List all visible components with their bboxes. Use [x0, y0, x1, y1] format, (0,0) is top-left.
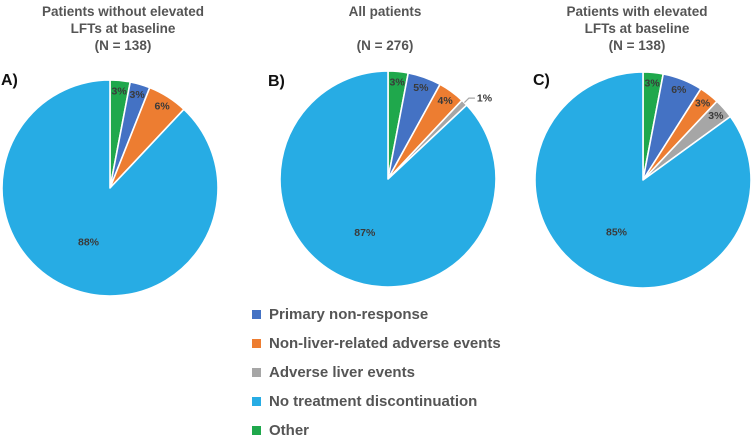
pie-slice-no-treatment-discontinuation — [1, 79, 219, 297]
legend-label: Adverse liver events — [269, 363, 415, 381]
legend-item: Primary non-response — [252, 305, 501, 323]
slice-value-label: 85% — [606, 227, 628, 239]
legend-swatch-other — [252, 426, 261, 435]
legend-swatch-primary-non-response — [252, 310, 261, 319]
pie-chart: 3%6%3%3%85% — [534, 71, 752, 289]
pie-slice-no-treatment-discontinuation — [534, 71, 752, 289]
slice-value-label: 3% — [130, 89, 146, 101]
legend-item: No treatment discontinuation — [252, 392, 501, 410]
slice-value-label: 3% — [695, 98, 711, 110]
chart-title-line: (N = 138) — [94, 38, 152, 53]
slice-value-label: 6% — [671, 84, 687, 96]
panel-letter: A) — [1, 72, 18, 89]
chart-title: Patients with elevated LFTs at baseline (N… — [517, 3, 753, 54]
chart-title-line: Patients without elevated — [41, 4, 205, 19]
legend-label: Primary non-response — [269, 305, 429, 323]
slice-value-label: 4% — [438, 95, 454, 107]
legend-label: Other — [269, 421, 310, 439]
legend-label: No treatment discontinuation — [269, 392, 478, 410]
legend-swatch-adverse-liver-events — [252, 368, 261, 377]
pie-chart: 3% 3% 6% 88% — [1, 79, 219, 297]
slice-value-label: 3% — [645, 78, 661, 90]
slice-value-label: 88% — [78, 237, 100, 249]
chart-title-line: (N = 138) — [608, 38, 666, 53]
legend-item: Adverse liver events — [252, 363, 501, 381]
legend-swatch-no-treatment-discontinuation — [252, 397, 261, 406]
legend-item: Other — [252, 421, 501, 439]
slice-value-label: 3% — [708, 110, 724, 122]
label-leader-line — [463, 97, 475, 104]
slice-value-label: 87% — [354, 227, 376, 239]
legend: Primary non-response Non-liver-related a… — [252, 306, 501, 444]
chart-title-line: LFTs at baseline — [70, 21, 176, 36]
legend-swatch-non-liver-related-adverse-events — [252, 339, 261, 348]
chart-title: All patients (N = 276) — [265, 3, 505, 54]
chart-title-line: (N = 276) — [356, 38, 414, 53]
legend-item: Non-liver-related adverse events — [252, 334, 501, 352]
slice-value-label: 1% — [477, 93, 493, 105]
slice-value-label: 5% — [413, 82, 429, 94]
slice-value-label: 3% — [390, 77, 406, 89]
chart-title-line: Patients with elevated — [566, 4, 708, 19]
slice-value-label: 6% — [155, 100, 171, 112]
chart-title-line: All patients — [348, 4, 422, 19]
chart-title: Patients without elevated LFTs at baselin… — [0, 3, 246, 54]
chart-title-line — [265, 20, 505, 37]
panel-letter: C) — [533, 72, 550, 89]
legend-label: Non-liver-related adverse events — [269, 334, 501, 352]
pie-slice-no-treatment-discontinuation — [279, 70, 497, 288]
chart-title-line: LFTs at baseline — [584, 21, 690, 36]
pie-chart: 3% 5% 4% 1% 87% — [279, 70, 497, 288]
slice-value-label: 3% — [112, 86, 128, 98]
panel-letter: B) — [268, 73, 285, 90]
